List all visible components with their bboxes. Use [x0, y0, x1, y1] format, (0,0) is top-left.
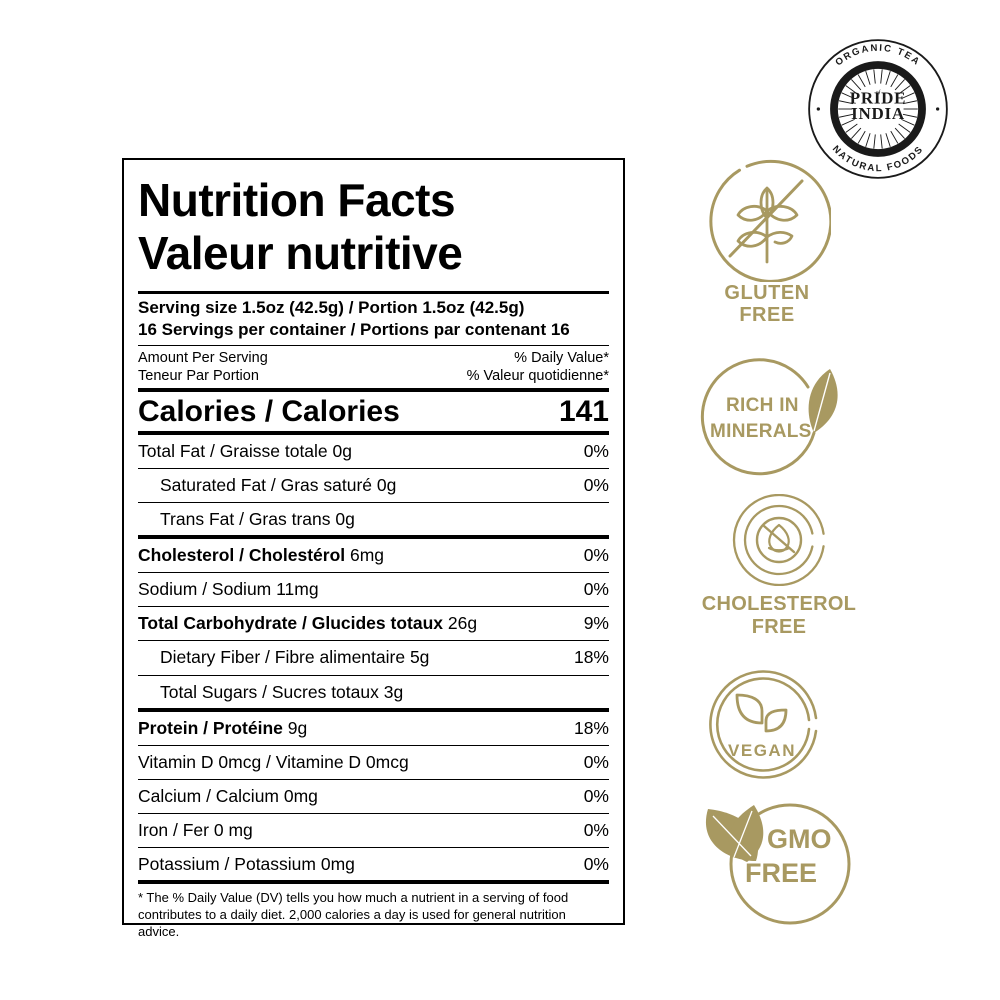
svg-text:MINERALS: MINERALS — [710, 421, 812, 442]
svg-text:INDIA: INDIA — [851, 104, 905, 123]
svg-text:RICH IN: RICH IN — [726, 395, 799, 416]
svg-text:FREE: FREE — [745, 858, 817, 888]
svg-text:GMO: GMO — [767, 824, 832, 854]
svg-text:VEGAN: VEGAN — [728, 741, 796, 760]
